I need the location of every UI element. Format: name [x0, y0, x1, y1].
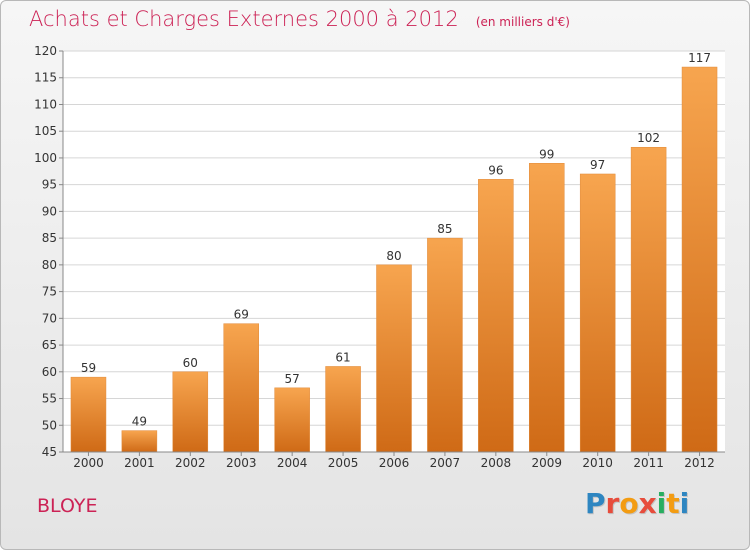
data-label: 61	[335, 350, 350, 364]
data-label: 85	[437, 222, 452, 236]
y-tick-label: 120	[34, 44, 57, 58]
y-tick-label: 100	[34, 151, 57, 165]
y-tick-label: 75	[42, 285, 57, 299]
bar	[376, 264, 412, 453]
y-axis-ticks: 45 50 55 60 65 70 75 80 85 90 95 100 105 110 115 120	[34, 44, 63, 459]
y-tick-label: 70	[42, 311, 57, 325]
bar	[325, 366, 361, 453]
x-tick-label: 2012	[684, 456, 715, 470]
bar	[223, 323, 259, 453]
data-label: 102	[637, 131, 660, 145]
y-tick-label: 105	[34, 124, 57, 138]
chart-title-main: Achats et Charges Externes 2000 à 2012	[29, 7, 459, 31]
data-label: 69	[234, 308, 249, 322]
x-tick-label: 2008	[481, 456, 512, 470]
y-tick-label: 85	[42, 231, 57, 245]
bar	[274, 387, 310, 453]
x-tick-label: 2011	[633, 456, 664, 470]
x-tick-label: 2005	[328, 456, 359, 470]
bar	[681, 66, 718, 453]
data-label: 59	[81, 361, 96, 375]
x-tick-label: 2000	[73, 456, 104, 470]
x-tick-label: 2009	[531, 456, 562, 470]
chart-title: Achats et Charges Externes 2000 à 2012 (…	[29, 7, 570, 31]
logo-letter: i	[656, 487, 667, 520]
bar	[478, 179, 514, 453]
chart-title-unit: (en milliers d'€)	[475, 15, 570, 29]
logo-letter: P	[585, 487, 606, 520]
x-tick-label: 2001	[124, 456, 155, 470]
x-tick-label: 2010	[582, 456, 613, 470]
data-label: 49	[132, 415, 147, 429]
commune-name: BLOYE	[37, 495, 98, 517]
bar	[579, 173, 616, 453]
y-tick-label: 45	[42, 445, 57, 459]
y-tick-label: 115	[34, 71, 57, 85]
bar	[121, 430, 158, 453]
data-label: 99	[539, 147, 554, 161]
y-tick-label: 55	[42, 392, 57, 406]
bar	[70, 376, 107, 453]
x-tick-label: 2002	[175, 456, 206, 470]
x-axis-ticks: 2000 2001 2002 2003 2004 2005 2006 2007 2008 2009…	[73, 452, 715, 470]
data-label: 96	[488, 163, 503, 177]
y-tick-label: 110	[34, 97, 57, 111]
y-tick-label: 60	[42, 365, 57, 379]
bar	[529, 163, 565, 453]
data-label: 117	[688, 51, 711, 65]
data-label: 80	[386, 249, 401, 263]
bar	[630, 146, 667, 453]
y-tick-label: 80	[42, 258, 57, 272]
y-tick-label: 90	[42, 204, 57, 218]
logo-letter: t	[666, 487, 680, 520]
x-tick-label: 2004	[277, 456, 308, 470]
x-tick-label: 2006	[379, 456, 410, 470]
x-tick-label: 2003	[226, 456, 257, 470]
data-label: 97	[590, 158, 605, 172]
x-tick-label: 2007	[430, 456, 461, 470]
y-tick-label: 65	[42, 338, 57, 352]
bar	[172, 371, 209, 453]
data-label: 57	[285, 372, 300, 386]
bar	[427, 237, 463, 453]
logo-letter: i	[679, 487, 690, 520]
logo-letter: o	[619, 487, 639, 520]
proxiti-logo[interactable]: Proxiti	[585, 487, 689, 520]
y-tick-label: 50	[42, 418, 57, 432]
logo-letter: x	[638, 487, 657, 520]
data-labels: 59 49 60 69 57 61 80 85 96 99 97 102 117	[81, 51, 711, 429]
data-label: 60	[183, 356, 198, 370]
logo-letter: r	[605, 487, 620, 520]
bars	[70, 66, 718, 453]
y-tick-label: 95	[42, 178, 57, 192]
